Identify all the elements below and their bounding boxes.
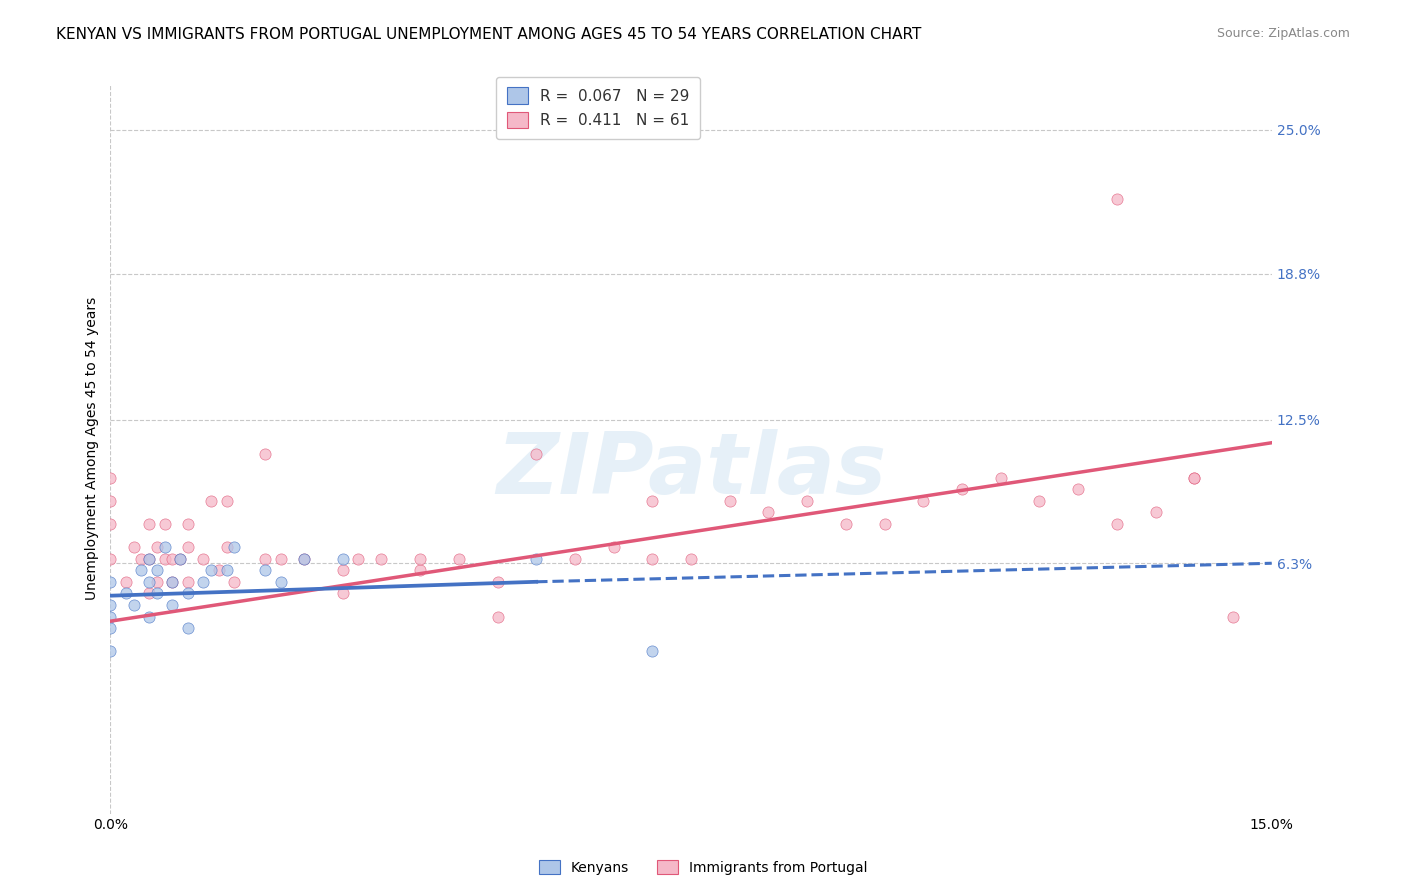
Point (292, 551, 315, 566)
Point (796, 493, 818, 508)
Point (873, 516, 896, 531)
Point (332, 563, 354, 577)
Point (215, 493, 238, 508)
Point (177, 621, 200, 635)
Point (270, 551, 292, 566)
Point (146, 540, 169, 554)
Text: KENYAN VS IMMIGRANTS FROM PORTUGAL UNEMPLOYMENT AMONG AGES 45 TO 54 YEARS CORREL: KENYAN VS IMMIGRANTS FROM PORTUGAL UNEMP… (56, 27, 921, 42)
Point (602, 540, 624, 554)
Point (215, 563, 238, 577)
Point (524, 551, 547, 566)
Point (641, 644, 664, 658)
Point (177, 516, 200, 531)
Point (153, 540, 176, 554)
Point (146, 574, 169, 589)
Point (193, 551, 215, 566)
Point (146, 563, 169, 577)
Point (1222, 609, 1244, 624)
Point (409, 551, 432, 566)
Text: ZIPatlas: ZIPatlas (496, 429, 886, 512)
Point (162, 598, 184, 612)
Point (1182, 470, 1205, 484)
Point (370, 551, 392, 566)
Point (1144, 505, 1167, 519)
Point (835, 516, 858, 531)
Point (1067, 482, 1090, 496)
Point (100, 574, 122, 589)
Point (200, 563, 222, 577)
Point (254, 551, 277, 566)
Point (486, 574, 509, 589)
Point (270, 574, 292, 589)
Point (758, 505, 780, 519)
Point (138, 574, 160, 589)
Point (115, 574, 138, 589)
Point (177, 574, 200, 589)
Point (138, 551, 160, 566)
Point (122, 598, 145, 612)
Point (718, 493, 741, 508)
Point (208, 563, 231, 577)
Point (224, 540, 246, 554)
Point (100, 644, 122, 658)
Point (162, 574, 184, 589)
Point (100, 470, 122, 484)
Point (146, 586, 169, 600)
Point (169, 551, 191, 566)
Legend: Kenyans, Immigrants from Portugal: Kenyans, Immigrants from Portugal (533, 855, 873, 880)
Point (347, 551, 370, 566)
Point (131, 551, 153, 566)
Point (100, 621, 122, 635)
Point (912, 493, 935, 508)
Point (100, 598, 122, 612)
Point (224, 574, 246, 589)
Point (486, 609, 509, 624)
Point (100, 609, 122, 624)
Point (122, 540, 145, 554)
Point (115, 586, 138, 600)
Point (169, 551, 191, 566)
Point (254, 447, 277, 461)
Point (1182, 470, 1205, 484)
Point (138, 586, 160, 600)
Text: Source: ZipAtlas.com: Source: ZipAtlas.com (1216, 27, 1350, 40)
Point (641, 551, 664, 566)
Point (162, 551, 184, 566)
Legend: R =  0.067   N = 29, R =  0.411   N = 61: R = 0.067 N = 29, R = 0.411 N = 61 (496, 77, 700, 139)
Point (153, 516, 176, 531)
Point (138, 551, 160, 566)
Point (100, 551, 122, 566)
Point (1028, 493, 1050, 508)
Point (177, 540, 200, 554)
Point (681, 551, 703, 566)
Point (100, 516, 122, 531)
Point (564, 551, 586, 566)
Point (162, 574, 184, 589)
Point (254, 563, 277, 577)
Point (193, 574, 215, 589)
Point (332, 551, 354, 566)
Point (1105, 516, 1128, 531)
Point (1105, 193, 1128, 207)
Point (100, 493, 122, 508)
Point (200, 493, 222, 508)
Point (138, 609, 160, 624)
Point (409, 563, 432, 577)
Point (990, 470, 1012, 484)
Point (292, 551, 315, 566)
Point (332, 586, 354, 600)
Point (524, 447, 547, 461)
Y-axis label: Unemployment Among Ages 45 to 54 years: Unemployment Among Ages 45 to 54 years (86, 297, 100, 600)
Point (153, 551, 176, 566)
Point (447, 551, 470, 566)
Point (131, 563, 153, 577)
Point (215, 540, 238, 554)
Point (177, 586, 200, 600)
Point (138, 516, 160, 531)
Point (950, 482, 973, 496)
Point (641, 493, 664, 508)
